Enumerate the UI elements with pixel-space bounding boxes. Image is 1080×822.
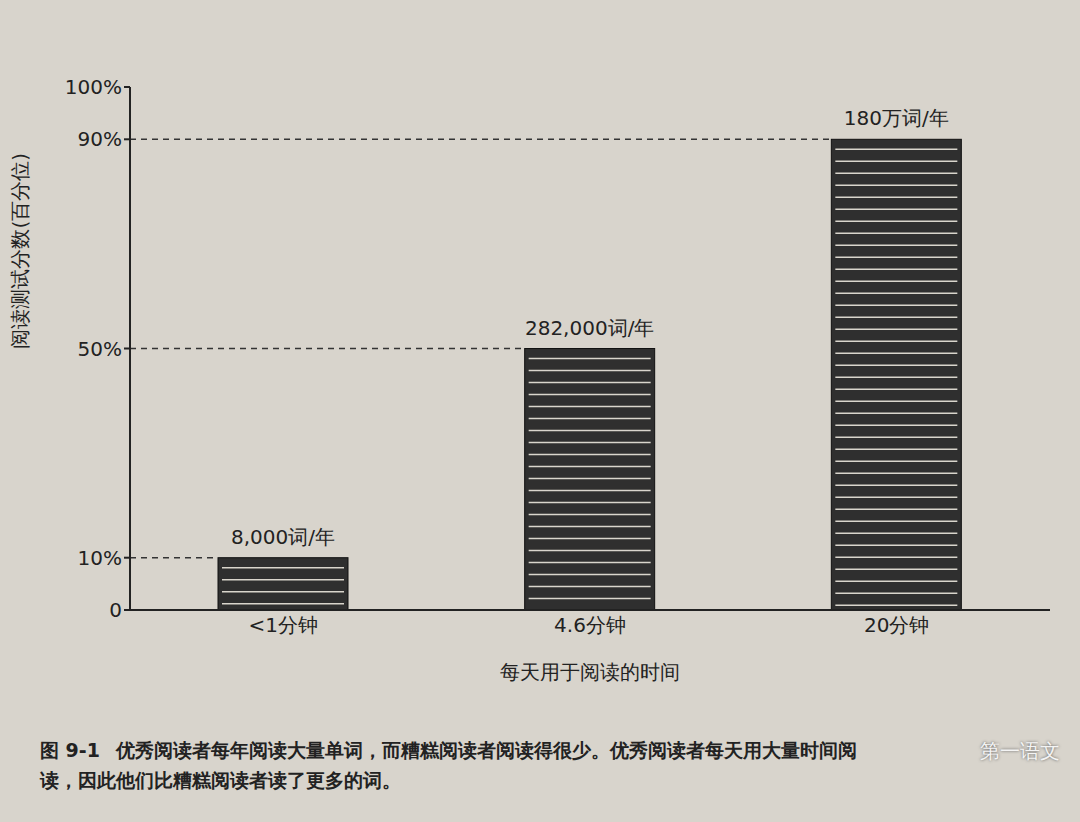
svg-text:每天用于阅读的时间: 每天用于阅读的时间 xyxy=(500,660,680,684)
svg-text:90%: 90% xyxy=(78,127,122,151)
html-text:优秀阅读者每年阅读大量单词，而糟糕阅读者阅读得很少。优秀阅读: 优秀阅读者每年阅读大量单词，而糟糕阅读者阅读得很少。优秀阅读者每天用大量时间阅读… xyxy=(40,739,857,791)
svg-text:8,000词/年: 8,000词/年 xyxy=(231,525,335,549)
html-text:图 9-1: 图 9-1 xyxy=(40,739,100,761)
svg-text:0: 0 xyxy=(109,598,122,622)
html-text:第一语文: 第一语文 xyxy=(980,739,1060,763)
svg-text:阅读测试分数(百分位): 阅读测试分数(百分位) xyxy=(8,153,32,349)
svg-text:180万词/年: 180万词/年 xyxy=(844,106,949,130)
svg-text:100%: 100% xyxy=(65,75,122,99)
svg-text:10%: 10% xyxy=(78,546,122,570)
svg-text:50%: 50% xyxy=(78,337,122,361)
svg-text:4.6分钟: 4.6分钟 xyxy=(554,613,626,637)
svg-text:<1分钟: <1分钟 xyxy=(249,613,318,637)
svg-text:20分钟: 20分钟 xyxy=(864,613,929,637)
svg-text:282,000词/年: 282,000词/年 xyxy=(525,316,654,340)
